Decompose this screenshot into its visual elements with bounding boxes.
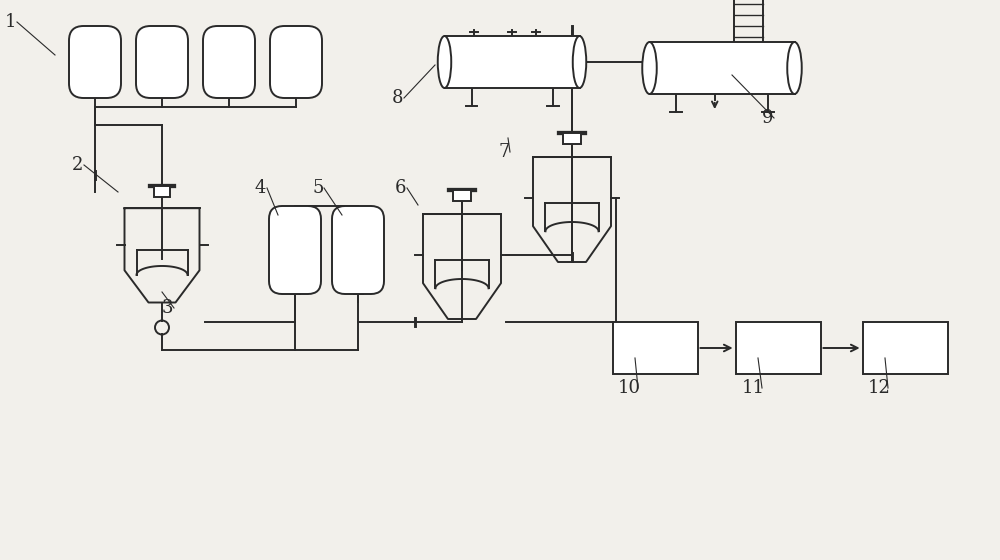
Text: 10: 10 bbox=[618, 379, 641, 397]
Text: 7: 7 bbox=[498, 143, 509, 161]
FancyBboxPatch shape bbox=[154, 186, 170, 197]
Ellipse shape bbox=[787, 42, 802, 94]
Text: 9: 9 bbox=[762, 109, 774, 127]
Text: 6: 6 bbox=[395, 179, 406, 197]
FancyBboxPatch shape bbox=[332, 206, 384, 294]
Text: 11: 11 bbox=[742, 379, 765, 397]
FancyBboxPatch shape bbox=[736, 322, 820, 374]
Text: 5: 5 bbox=[312, 179, 323, 197]
FancyBboxPatch shape bbox=[612, 322, 698, 374]
FancyBboxPatch shape bbox=[453, 190, 471, 201]
Ellipse shape bbox=[438, 36, 451, 88]
Text: 2: 2 bbox=[72, 156, 83, 174]
FancyBboxPatch shape bbox=[444, 36, 580, 88]
Text: 4: 4 bbox=[255, 179, 266, 197]
Text: 3: 3 bbox=[162, 299, 174, 317]
Text: 1: 1 bbox=[5, 13, 16, 31]
Text: 12: 12 bbox=[868, 379, 891, 397]
Ellipse shape bbox=[573, 36, 586, 88]
FancyBboxPatch shape bbox=[862, 322, 948, 374]
Ellipse shape bbox=[642, 42, 657, 94]
FancyBboxPatch shape bbox=[136, 26, 188, 98]
FancyBboxPatch shape bbox=[563, 133, 581, 144]
FancyBboxPatch shape bbox=[650, 42, 794, 94]
FancyBboxPatch shape bbox=[270, 26, 322, 98]
FancyBboxPatch shape bbox=[203, 26, 255, 98]
Text: 8: 8 bbox=[392, 89, 404, 107]
FancyBboxPatch shape bbox=[269, 206, 321, 294]
FancyBboxPatch shape bbox=[69, 26, 121, 98]
